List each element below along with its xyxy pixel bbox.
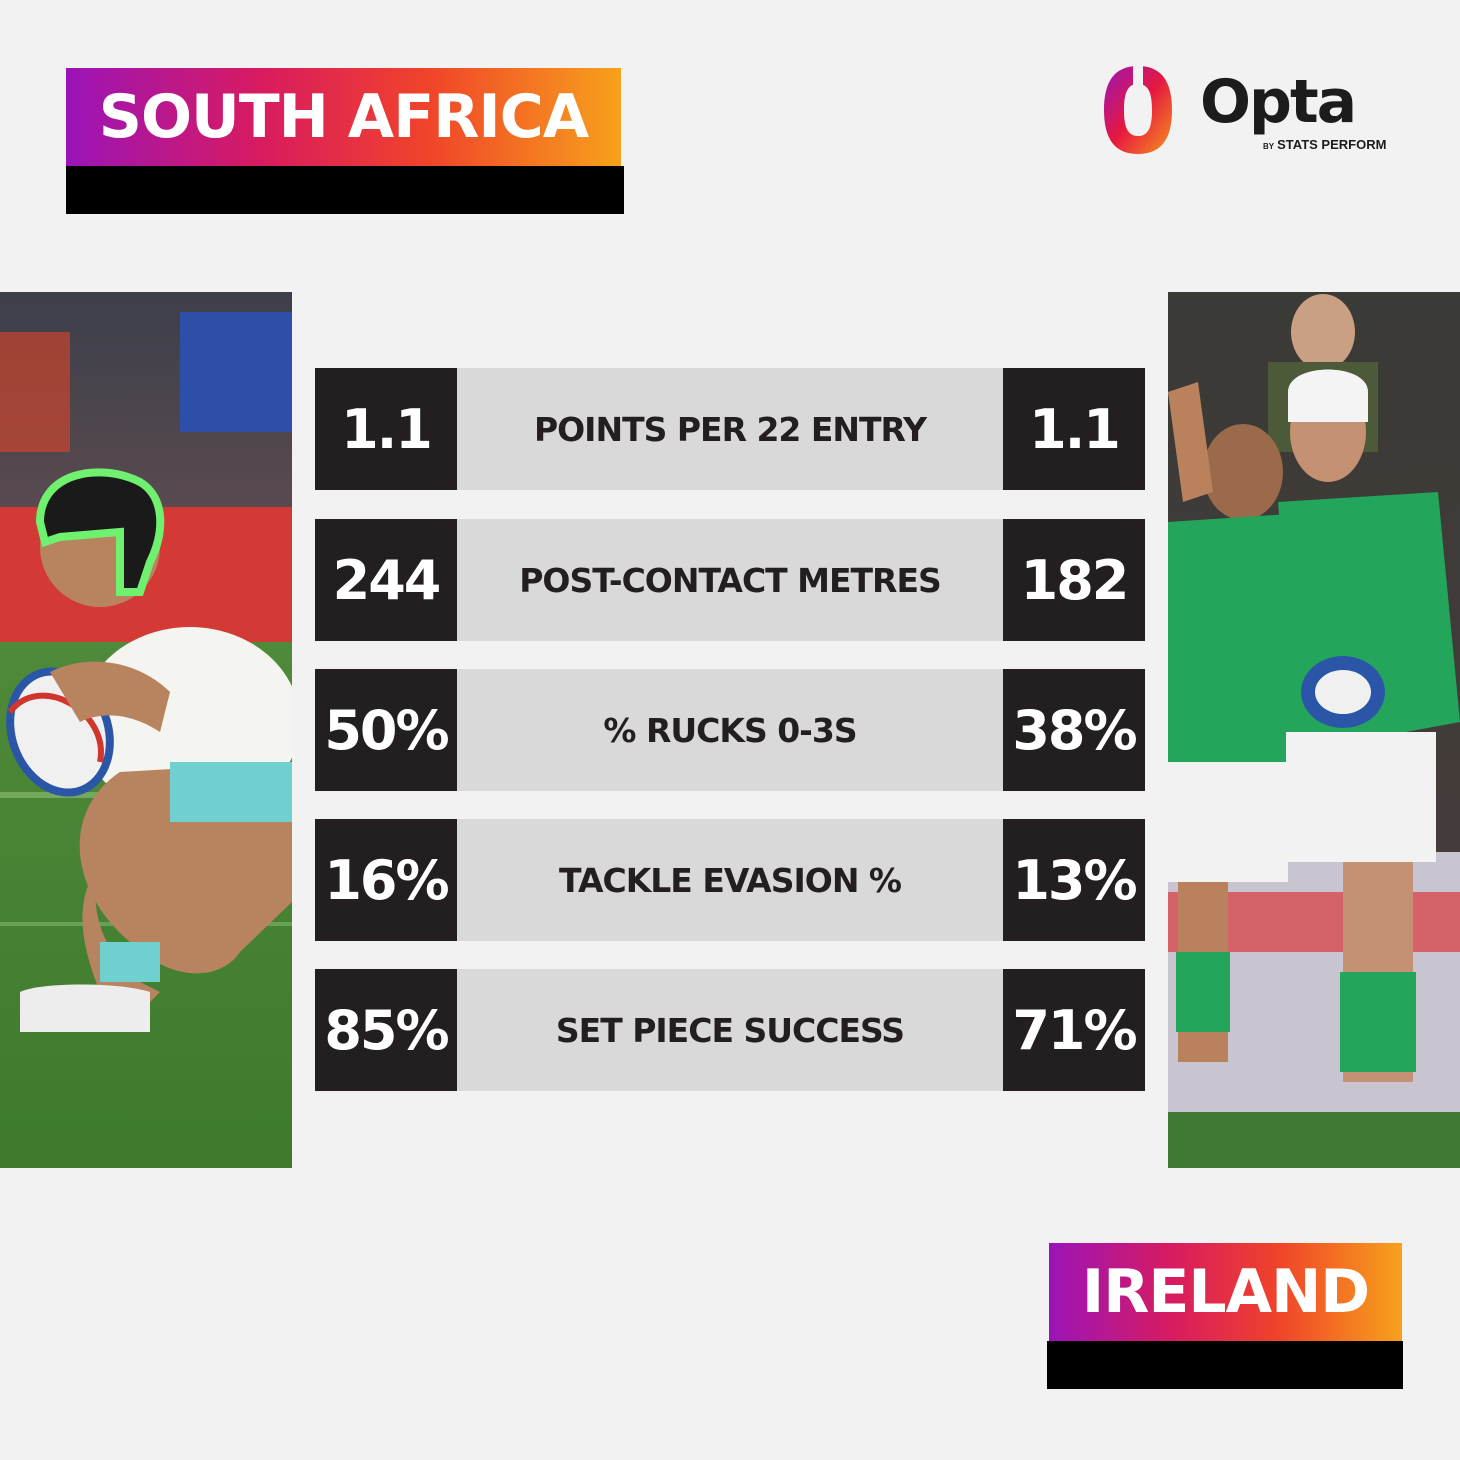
stat-label: SET PIECE SUCCESS (457, 969, 1003, 1091)
stat-row-points-per-22-entry: 1.1 POINTS PER 22 ENTRY 1.1 (315, 368, 1145, 490)
ireland-players-photo (1168, 292, 1460, 1168)
home-stat-value: 85% (315, 969, 457, 1091)
home-team-banner: SOUTH AFRICA (66, 68, 624, 214)
opta-wordmark: Opta (1200, 67, 1357, 137)
away-team-bar (1047, 1341, 1403, 1389)
stat-row-set-piece-success: 85% SET PIECE SUCCESS 71% (315, 969, 1145, 1091)
south-africa-player-photo (0, 292, 292, 1168)
stat-label: POINTS PER 22 ENTRY (457, 368, 1003, 490)
stat-label: TACKLE EVASION % (457, 819, 1003, 941)
opta-logo: Opta BY STATS PERFORM (1098, 60, 1398, 160)
away-team-name: IRELAND (1049, 1243, 1402, 1341)
stat-label: POST-CONTACT METRES (457, 519, 1003, 641)
opta-tagline: BY STATS PERFORM (1263, 137, 1387, 152)
opta-mark-icon (1104, 62, 1172, 154)
stat-label: % RUCKS 0-3S (457, 669, 1003, 791)
home-stat-value: 244 (315, 519, 457, 641)
away-stat-value: 71% (1003, 969, 1145, 1091)
away-stat-value: 1.1 (1003, 368, 1145, 490)
home-stat-value: 50% (315, 669, 457, 791)
home-team-name: SOUTH AFRICA (66, 68, 621, 166)
stat-row-post-contact-metres: 244 POST-CONTACT METRES 182 (315, 519, 1145, 641)
away-stat-value: 38% (1003, 669, 1145, 791)
away-stat-value: 13% (1003, 819, 1145, 941)
away-team-banner: IRELAND (1047, 1243, 1403, 1389)
away-stat-value: 182 (1003, 519, 1145, 641)
home-stat-value: 1.1 (315, 368, 457, 490)
stat-row-rucks-0-3s: 50% % RUCKS 0-3S 38% (315, 669, 1145, 791)
home-team-bar (66, 166, 624, 214)
home-stat-value: 16% (315, 819, 457, 941)
stat-row-tackle-evasion: 16% TACKLE EVASION % 13% (315, 819, 1145, 941)
